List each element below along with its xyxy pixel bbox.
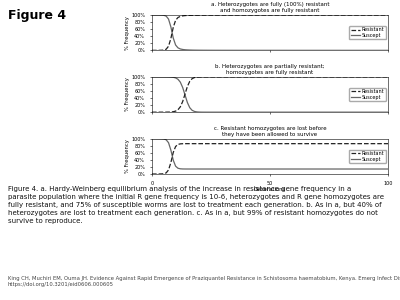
Title: a. Heterozygotes are fully (100%) resistant
and homozygotes are fully resistant: a. Heterozygotes are fully (100%) resist… bbox=[211, 2, 329, 13]
Y-axis label: % Frequency: % Frequency bbox=[125, 16, 130, 50]
Y-axis label: % Frequency: % Frequency bbox=[125, 78, 130, 111]
Text: Figure 4: Figure 4 bbox=[8, 9, 66, 22]
Legend: Resistant, Suscept: Resistant, Suscept bbox=[349, 26, 386, 40]
Title: c. Resistant homozygotes are lost before
they have been allowed to survive: c. Resistant homozygotes are lost before… bbox=[214, 126, 326, 137]
Title: b. Heterozygotes are partially resistant;
homozygotes are fully resistant: b. Heterozygotes are partially resistant… bbox=[215, 64, 325, 75]
Text: Figure 4. a. Hardy-Weinberg equilibrium analysis of the increase in resistance g: Figure 4. a. Hardy-Weinberg equilibrium … bbox=[8, 186, 384, 224]
Y-axis label: % Frequency: % Frequency bbox=[125, 140, 130, 173]
X-axis label: Generations: Generations bbox=[254, 187, 286, 192]
Legend: Resistant, Suscept: Resistant, Suscept bbox=[349, 149, 386, 163]
Legend: Resistant, Suscept: Resistant, Suscept bbox=[349, 88, 386, 101]
Text: King CH, Muchiri EM, Ouma JH. Evidence Against Rapid Emergence of Praziquantel R: King CH, Muchiri EM, Ouma JH. Evidence A… bbox=[8, 276, 400, 287]
